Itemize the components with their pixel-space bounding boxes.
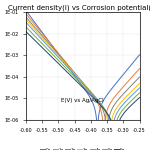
- 4g: [139, 87, 140, 89]
- 5g: [116, 120, 118, 122]
- 1g: [107, 106, 109, 108]
- Line: 0g: 0g: [97, 55, 140, 150]
- 2g: [119, 97, 121, 99]
- 0g: [123, 73, 125, 75]
- 0g: [113, 85, 115, 87]
- Title: Current density(i) vs Corrosion potential(v): Current density(i) vs Corrosion potentia…: [8, 4, 150, 11]
- 2g: [130, 85, 131, 87]
- 1g: [139, 68, 140, 69]
- Line: 4g: 4g: [112, 88, 140, 150]
- 6g: [139, 97, 140, 98]
- 1g: [129, 79, 131, 80]
- 4g: [120, 106, 122, 108]
- 4g: [122, 104, 124, 106]
- 6g: [124, 111, 126, 113]
- 4g: [131, 94, 133, 96]
- 5g: [132, 99, 133, 100]
- 1g: [117, 92, 119, 94]
- Legend: 0g, 1g, 2g, 3g, 4g, 5g, 6g: 0g, 1g, 2g, 3g, 4g, 5g, 6g: [39, 146, 127, 150]
- 4g: [114, 117, 116, 118]
- 0g: [110, 88, 112, 90]
- 5g: [139, 92, 140, 94]
- 3g: [139, 82, 140, 84]
- 6g: [132, 103, 134, 105]
- 3g: [130, 90, 132, 92]
- 3g: [121, 101, 122, 103]
- 3g: [130, 91, 132, 92]
- 3g: [118, 103, 120, 105]
- Line: 2g: 2g: [107, 77, 140, 150]
- 1g: [115, 95, 116, 97]
- 2g: [127, 89, 128, 90]
- 6g: [130, 105, 131, 107]
- 1g: [125, 82, 127, 84]
- 4g: [128, 97, 130, 99]
- 5g: [121, 110, 123, 112]
- Text: E(V) vs Ag/AgCl: E(V) vs Ag/AgCl: [61, 98, 104, 103]
- Line: 5g: 5g: [114, 93, 140, 150]
- 5g: [123, 108, 125, 109]
- Line: 1g: 1g: [104, 69, 140, 150]
- 6g: [117, 123, 119, 125]
- 6g: [132, 103, 134, 105]
- 6g: [122, 113, 124, 115]
- 5g: [131, 99, 133, 101]
- 2g: [139, 76, 140, 78]
- 2g: [117, 99, 118, 101]
- 5g: [129, 101, 131, 103]
- 3g: [128, 93, 129, 95]
- Line: 3g: 3g: [110, 83, 140, 150]
- 2g: [130, 85, 132, 87]
- 0g: [127, 68, 129, 70]
- 0g: [139, 54, 140, 56]
- 1g: [129, 79, 130, 81]
- 4g: [131, 94, 133, 96]
- 0g: [127, 68, 129, 70]
- Line: 6g: 6g: [115, 98, 140, 150]
- 2g: [110, 110, 112, 112]
- 0g: [102, 102, 103, 103]
- 3g: [112, 114, 114, 116]
